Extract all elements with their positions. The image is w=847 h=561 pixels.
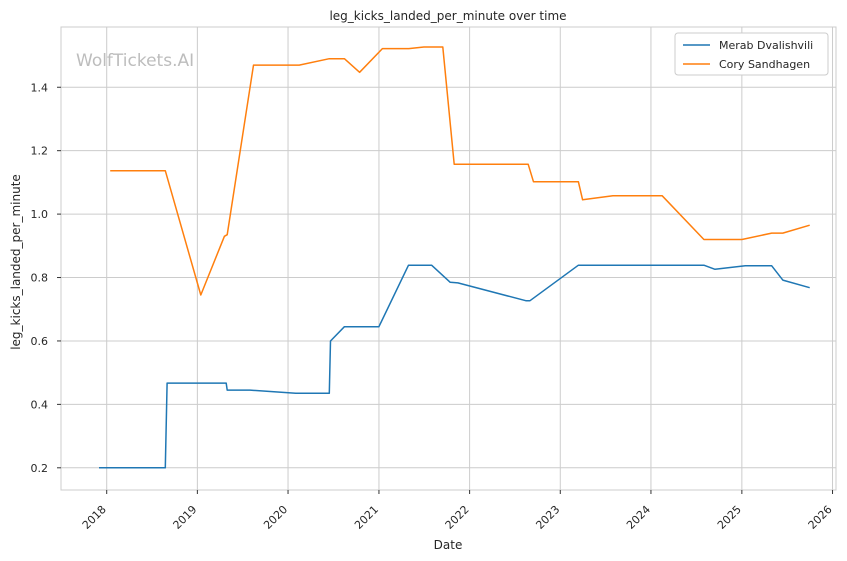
legend: Merab Dvalishvili Cory Sandhagen [674, 32, 829, 76]
plot-area [60, 26, 837, 491]
y-tick-label: 1.4 [31, 81, 49, 94]
chart-title: leg_kicks_landed_per_minute over time [329, 9, 566, 23]
series-line-merab-dvalishvili [99, 264, 810, 469]
y-tick-label: 0.6 [31, 335, 49, 348]
series-lines [99, 46, 810, 469]
x-tick-label: 2018 [80, 503, 109, 532]
x-tick-labels: 2018 2019 2020 2021 2022 2023 2024 2025 2026 [80, 503, 835, 532]
x-tick-label: 2019 [171, 503, 200, 532]
series-line-cory-sandhagen [110, 46, 810, 296]
x-tick-label: 2020 [261, 503, 290, 532]
watermark-text: WolfTickets.AI [76, 51, 194, 71]
x-tick-label: 2024 [624, 503, 653, 532]
x-tick-label: 2025 [715, 503, 744, 532]
y-tick-label: 0.4 [31, 398, 49, 411]
x-tick-label: 2021 [352, 503, 381, 532]
legend-label-merab: Merab Dvalishvili [719, 39, 813, 52]
legend-label-cory: Cory Sandhagen [719, 58, 810, 71]
y-tick-labels: 0.2 0.4 0.6 0.8 1.0 1.2 1.4 [31, 81, 49, 475]
x-tick-label: 2026 [806, 503, 835, 532]
x-tick-label: 2023 [533, 503, 562, 532]
x-tick-label: 2022 [443, 503, 472, 532]
x-axis-title: Date [434, 538, 463, 552]
y-tick-label: 1.0 [31, 208, 49, 221]
y-tick-label: 0.2 [31, 462, 49, 475]
y-tick-label: 1.2 [31, 145, 49, 158]
y-axis-title: leg_kicks_landed_per_minute [9, 174, 23, 350]
y-tick-label: 0.8 [31, 272, 49, 285]
legend-box [674, 32, 829, 76]
grid [57, 27, 836, 494]
